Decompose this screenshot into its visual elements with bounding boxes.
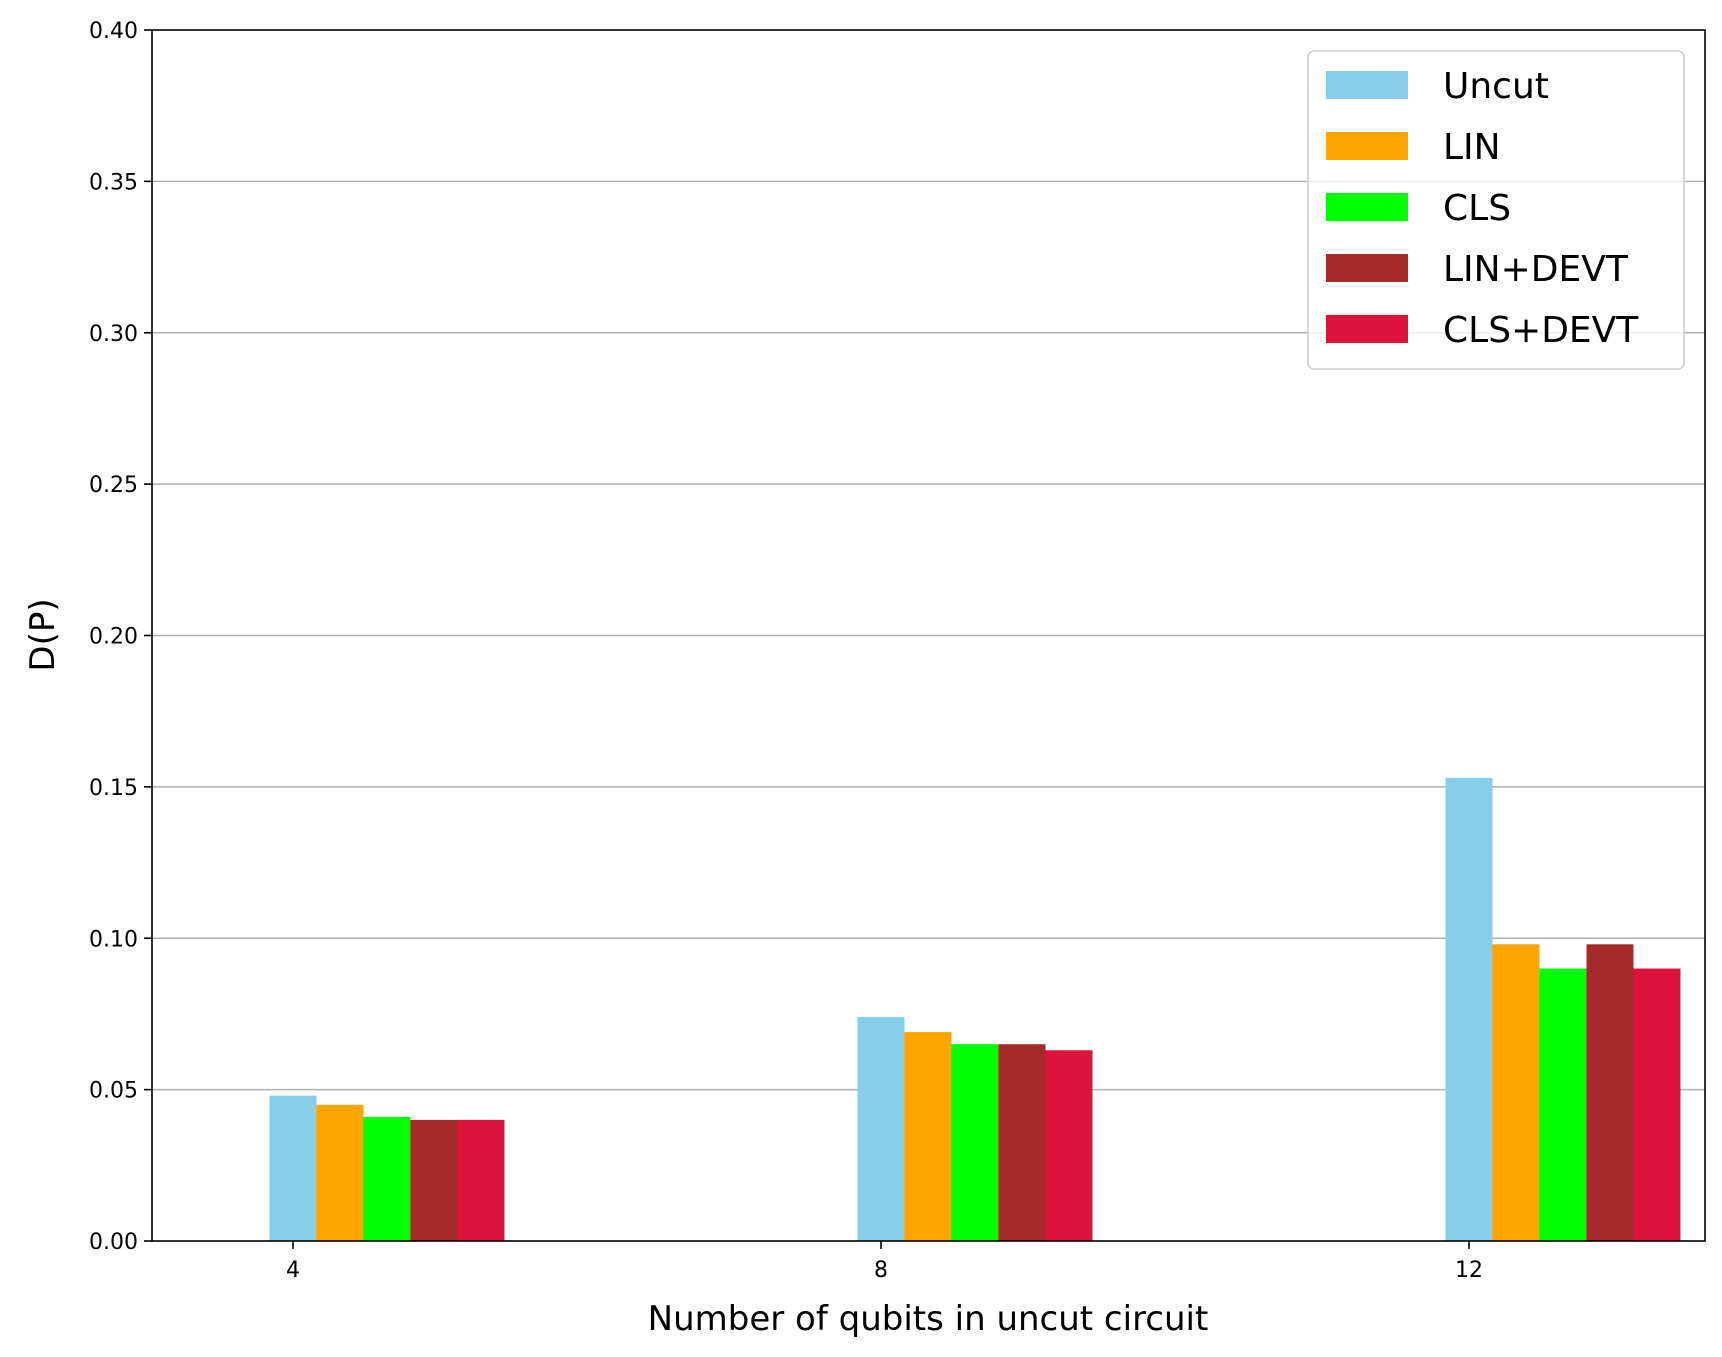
bar-cls-8 [951,1044,999,1241]
y-tick-label: 0.20 [89,625,138,650]
legend-label: CLS+DEVT [1443,310,1639,351]
legend-swatch [1326,315,1408,343]
y-axis-ticks: 0.00 0.05 0.10 0.15 0.20 0.25 0.30 0.35 0.40 [89,19,152,1255]
x-tick-label: 8 [874,1258,888,1283]
legend-label: LIN+DEVT [1443,249,1629,290]
legend-swatch [1326,254,1408,282]
bar-lin-8 [904,1032,952,1241]
bar-cls-devt-4 [457,1119,505,1241]
y-tick-label: 0.00 [89,1230,138,1255]
x-axis-label: Number of qubits in uncut circuit [648,1299,1209,1339]
bar-uncut-8 [857,1016,905,1241]
legend-label: CLS [1443,188,1511,229]
bar-uncut-4 [269,1095,317,1241]
y-tick-label: 0.35 [89,170,138,195]
legend: Uncut LIN CLS LIN+DEVT CLS+DEVT [1307,50,1685,370]
bar-lin-12 [1492,944,1540,1241]
bars [269,777,1681,1241]
y-tick-label: 0.40 [89,19,138,44]
legend-swatch [1326,132,1408,160]
legend-frame [1307,50,1685,370]
legend-label: LIN [1443,127,1501,168]
x-tick-label: 12 [1455,1258,1483,1283]
bar-lin-devt-12 [1586,944,1634,1241]
legend-swatch [1326,193,1408,221]
x-tick-label: 4 [286,1258,300,1283]
y-tick-label: 0.30 [89,322,138,347]
bar-cls-devt-12 [1633,968,1681,1241]
y-tick-label: 0.25 [89,473,138,498]
y-tick-label: 0.15 [89,776,138,801]
legend-swatch [1326,71,1408,99]
bar-cls-12 [1539,968,1587,1241]
bar-uncut-12 [1445,777,1493,1241]
bar-lin-devt-8 [998,1044,1046,1241]
x-axis-ticks: 4 8 12 [286,1241,1483,1283]
gridlines [152,180,1705,1091]
bar-cls-4 [363,1116,411,1241]
y-tick-label: 0.10 [89,927,138,952]
bar-lin-devt-4 [410,1119,458,1241]
bar-lin-4 [316,1104,364,1241]
bar-cls-devt-8 [1045,1050,1093,1241]
y-tick-label: 0.05 [89,1079,138,1104]
legend-label: Uncut [1443,66,1549,107]
y-axis-label: D(P) [23,598,63,671]
